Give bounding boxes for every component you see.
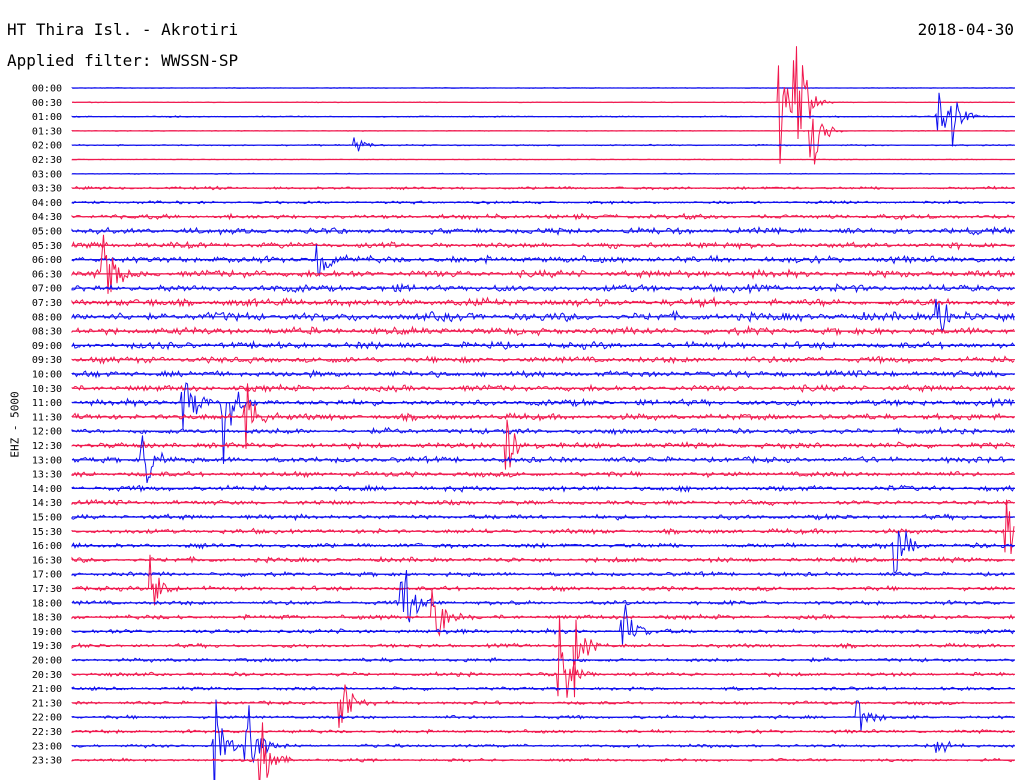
time-tick-label: 08:00 [32,312,62,323]
trace-row-0130 [71,118,1015,165]
trace-row-0200 [71,137,1015,152]
time-tick-label: 02:00 [32,141,62,152]
time-tick-label: 03:00 [32,169,62,180]
time-tick-label: 11:00 [32,398,62,409]
time-tick-label: 00:30 [32,98,62,109]
time-tick-label: 18:30 [32,613,62,624]
time-tick-label: 02:30 [32,155,62,166]
trace-row-2200 [71,700,1015,732]
time-tick-label: 01:00 [32,112,62,123]
time-tick-label: 21:00 [32,684,62,695]
time-tick-label: 13:30 [32,470,62,481]
trace-row-1230 [71,419,1015,470]
time-tick-label: 05:30 [32,241,62,252]
trace-row-1730 [71,554,1015,606]
time-tick-label: 14:30 [32,498,62,509]
time-tick-label: 09:00 [32,341,62,352]
trace-row-2300 [71,699,1015,780]
trace-row-1800 [71,570,1015,623]
trace-row-1000 [71,369,1015,379]
time-tick-label: 04:00 [32,198,62,209]
time-tick-label: 00:00 [32,84,62,95]
filter-label: Applied filter: WWSSN-SP [7,51,239,70]
time-tick-label: 06:30 [32,269,62,280]
time-tick-label: 05:00 [32,227,62,238]
time-tick-label: 12:30 [32,441,62,452]
time-tick-label: 15:00 [32,513,62,524]
trace-row-0530 [71,240,1015,251]
trace-row-1600 [71,530,1015,574]
time-tick-label: 11:30 [32,412,62,423]
time-tick-label: 03:30 [32,184,62,195]
time-tick-label: 07:00 [32,284,62,295]
trace-row-2130 [71,684,1015,728]
trace-row-0030 [71,46,1015,164]
time-tick-label: 22:00 [32,713,62,724]
time-tick-label: 17:00 [32,570,62,581]
time-tick-label: 09:30 [32,355,62,366]
time-tick-label: 12:00 [32,427,62,438]
time-tick-label: 14:00 [32,484,62,495]
time-tick-label: 21:30 [32,698,62,709]
time-tick-label: 18:00 [32,598,62,609]
trace-row-1300 [71,435,1015,484]
time-tick-label: 04:30 [32,212,62,223]
time-tick-label: 15:30 [32,527,62,538]
time-tick-label: 22:30 [32,727,62,738]
time-tick-label: 17:30 [32,584,62,595]
trace-row-1830 [71,589,1015,637]
time-tick-label: 08:30 [32,327,62,338]
trace-row-1100 [71,382,1015,464]
time-tick-label: 10:30 [32,384,62,395]
time-tick-label: 16:30 [32,555,62,566]
time-tick-label: 13:00 [32,455,62,466]
time-tick-label: 19:30 [32,641,62,652]
station-title: HT Thira Isl. - Akrotiri [7,20,239,39]
trace-row-1130 [71,383,1014,449]
trace-row-1900 [71,604,1015,645]
time-tick-label: 23:00 [32,741,62,752]
trace-row-0800 [71,298,1015,333]
time-tick-label: 19:00 [32,627,62,638]
date-label: 2018-04-30 [917,20,1014,39]
time-tick-label: 06:00 [32,255,62,266]
time-tick-label: 10:00 [32,370,62,381]
trace-row-2100 [71,685,1015,692]
time-tick-label: 20:30 [32,670,62,681]
time-tick-label: 07:30 [32,298,62,309]
time-tick-label: 20:00 [32,656,62,667]
time-tick-label: 16:00 [32,541,62,552]
time-tick-label: 01:30 [32,126,62,137]
trace-row-2030 [71,615,1015,698]
trace-row-0100 [71,92,1015,147]
time-tick-label: 23:30 [32,756,62,767]
